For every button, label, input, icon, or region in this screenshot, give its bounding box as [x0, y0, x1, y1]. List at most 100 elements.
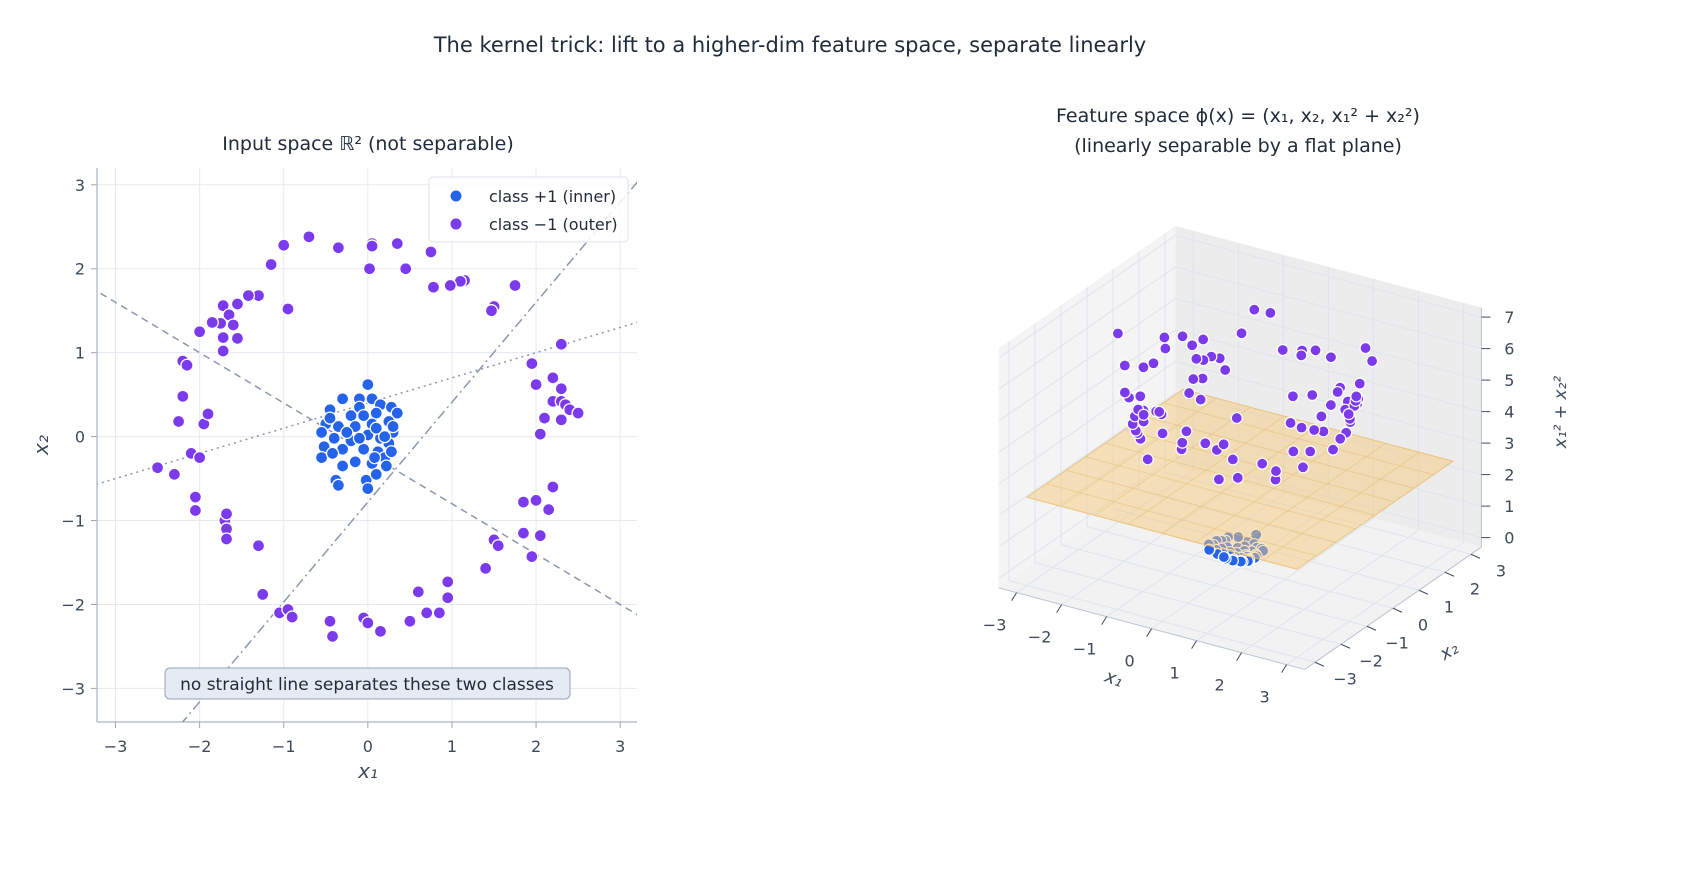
inner-point: [340, 425, 354, 440]
lifted-outer-point: [1231, 471, 1244, 484]
lifted-outer-point: [1156, 427, 1169, 440]
outer-point: [411, 585, 425, 599]
lifted-outer-point: [1276, 343, 1289, 357]
plane-gridline: [1026, 496, 1298, 570]
outer-point: [420, 606, 434, 620]
x-tick-label: 0: [1125, 652, 1135, 671]
outer-point: [277, 238, 291, 252]
y-tick: [1418, 589, 1429, 595]
outer-point: [478, 561, 493, 576]
plane-gridline: [1195, 433, 1353, 543]
lifted-outer-point: [1269, 464, 1283, 478]
x-tick: [1146, 628, 1153, 637]
outer-point: [554, 337, 568, 351]
x-tick-label: −3: [104, 737, 128, 756]
y-tick: [1392, 607, 1403, 613]
legend-label: class +1 (inner): [489, 187, 616, 206]
legend-marker: [450, 218, 462, 230]
inner-point: [369, 421, 383, 435]
x-tick-label: −2: [1028, 628, 1052, 647]
outer-point: [441, 591, 455, 605]
input-space-plot: Input space ℝ² (not separable) −3 −3 −2 −2 −…: [29, 133, 637, 783]
lifted-outer-point: [1137, 408, 1150, 421]
x-tick-label: −2: [188, 737, 212, 756]
y-tick: [1444, 571, 1455, 577]
plane-gridline: [1182, 388, 1454, 462]
left-plot-title: Input space ℝ² (not separable): [222, 133, 513, 155]
plane-gridline: [1085, 456, 1356, 530]
outer-point: [264, 257, 278, 272]
outer-point: [390, 236, 404, 251]
outer-point: [205, 315, 219, 330]
y-tick-label: 0: [75, 428, 85, 447]
side-gridline: [998, 266, 1176, 390]
outer-point: [508, 278, 522, 293]
lifted-outer-point: [1118, 359, 1131, 372]
outer-point: [516, 526, 531, 540]
x-tick-label: 1: [447, 737, 457, 756]
side-gridline: [998, 298, 1176, 422]
lifted-outer-point: [1324, 351, 1338, 364]
outer-point: [403, 614, 417, 628]
inner-point: [314, 425, 329, 440]
y-tick-label: −2: [61, 595, 85, 614]
lifted-outer-point: [1286, 390, 1300, 403]
lifted-outer-point: [1309, 344, 1322, 357]
back-gridline: [1175, 266, 1482, 350]
outer-point: [150, 461, 165, 475]
z-axis-label: x₁² + x₂²: [1551, 376, 1571, 450]
lifted-outer-point: [1190, 352, 1203, 365]
lifted-outer-point: [1187, 372, 1200, 386]
lifted-outer-point: [1248, 303, 1261, 316]
outer-point: [373, 624, 388, 638]
outer-point: [176, 389, 190, 403]
candidate-line-dash-dot: [181, 181, 637, 722]
outer-point: [216, 330, 230, 345]
y-tick-label: 0: [1418, 615, 1428, 634]
outer-point: [302, 230, 316, 244]
inner-point: [361, 481, 375, 496]
outer-point: [226, 318, 240, 332]
outer-point: [188, 503, 203, 518]
inner-point: [335, 392, 350, 406]
inner-point: [390, 406, 404, 420]
outer-point: [325, 629, 340, 644]
outer-point: [281, 302, 295, 316]
y-tick-label: 2: [1470, 579, 1480, 598]
z-tick-label: 1: [1504, 497, 1514, 516]
legend-label: class −1 (outer): [489, 215, 618, 234]
lifted-outer-point: [1296, 461, 1310, 474]
y-tick-label: 3: [1496, 561, 1506, 580]
plane-gridline: [1163, 402, 1434, 476]
outer-point: [230, 331, 245, 346]
outer-point: [533, 427, 547, 441]
plane-gridline: [1229, 442, 1386, 552]
right-plot-title-line1: Feature space ϕ(x) = (x₁, x₂, x₁² + x₂²): [1056, 105, 1420, 127]
inner-point: [367, 450, 382, 465]
x-tick-label: −1: [1073, 640, 1097, 659]
lifted-outer-point: [1324, 398, 1338, 412]
outer-point: [192, 325, 207, 339]
lifted-outer-point: [1287, 445, 1300, 458]
lifted-outer-point: [1194, 393, 1207, 406]
y-tick: [1340, 643, 1351, 649]
lifted-outer-point: [1199, 437, 1212, 450]
inner-point: [331, 478, 346, 492]
inner-point: [386, 419, 400, 434]
outer-point: [537, 411, 552, 425]
x-tick: [1101, 616, 1108, 625]
lifted-outer-point: [1158, 331, 1171, 344]
lifted-outer-point: [1365, 354, 1379, 368]
outer-point: [251, 539, 266, 553]
x-tick-label: 1: [1170, 664, 1180, 683]
y-axis-label: x₂: [1435, 638, 1462, 666]
y-tick-label: −1: [61, 512, 85, 531]
outer-point: [331, 241, 346, 255]
lifted-outer-point: [1331, 385, 1344, 399]
side-gridline: [998, 235, 1176, 359]
outer-point: [554, 413, 568, 427]
outer-point: [192, 450, 207, 465]
outer-point: [362, 262, 377, 276]
lifted-outer-point: [1235, 327, 1248, 340]
outer-point: [365, 239, 379, 253]
